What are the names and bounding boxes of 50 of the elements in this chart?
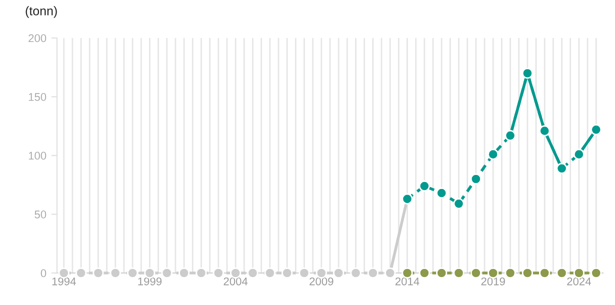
point — [590, 267, 602, 279]
x-tick-label: 2019 — [481, 277, 505, 286]
point — [367, 267, 378, 279]
point — [196, 267, 207, 279]
point — [126, 267, 138, 279]
point — [384, 267, 396, 279]
x-tick-label: 1999 — [138, 277, 162, 286]
point — [418, 267, 430, 279]
y-tick-label: 0 — [40, 269, 46, 278]
point — [418, 180, 430, 192]
point — [539, 125, 550, 136]
point — [350, 267, 362, 279]
point — [110, 267, 121, 279]
point — [488, 148, 499, 160]
point — [504, 130, 516, 142]
y-tick-label: 150 — [28, 93, 46, 101]
point — [522, 68, 534, 79]
point — [282, 267, 293, 279]
point — [436, 188, 448, 199]
point — [453, 267, 464, 279]
point — [453, 198, 464, 210]
point — [161, 267, 172, 279]
point — [264, 267, 276, 279]
point — [470, 173, 482, 185]
y-axis-title: (tonn) — [26, 6, 57, 18]
point — [556, 267, 568, 279]
point — [247, 267, 258, 279]
x-tick-label: 2024 — [567, 277, 591, 286]
point — [402, 193, 413, 205]
y-tick-label: 100 — [28, 152, 46, 160]
x-tick-label: 1994 — [52, 277, 76, 286]
point — [436, 267, 448, 279]
point — [504, 267, 516, 279]
y-tick-label: 200 — [28, 34, 46, 42]
point — [590, 124, 602, 136]
point — [75, 267, 87, 279]
point — [556, 162, 568, 174]
x-tick-label: 2004 — [224, 277, 248, 286]
point — [298, 267, 310, 279]
point — [212, 267, 224, 279]
point — [92, 267, 104, 279]
point — [539, 267, 550, 279]
x-tick-label: 2009 — [310, 277, 334, 286]
point — [333, 267, 344, 279]
point — [470, 267, 482, 279]
point — [573, 148, 585, 160]
point — [178, 267, 190, 279]
x-tick-label: 2014 — [395, 277, 420, 286]
y-tick-label: 50 — [34, 210, 46, 218]
point — [522, 267, 534, 279]
